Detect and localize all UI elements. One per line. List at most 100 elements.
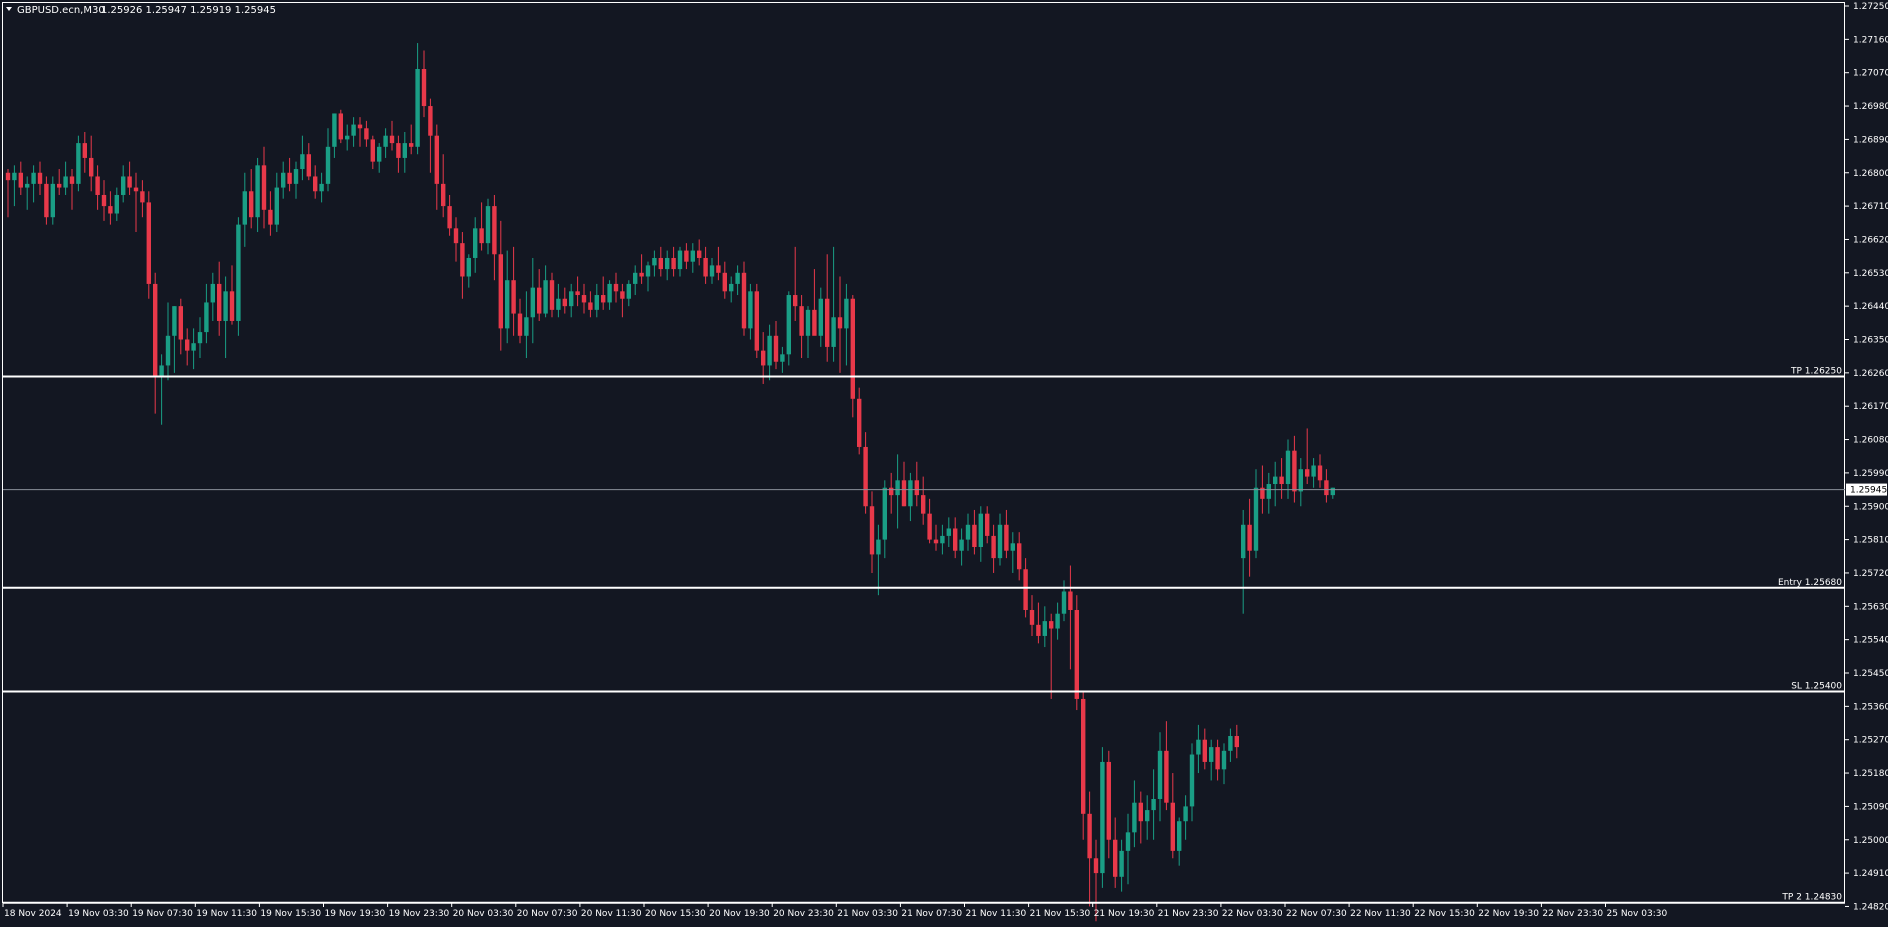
time-tick-label: 21 Nov 07:30	[901, 909, 962, 919]
candle	[901, 461, 907, 507]
candle-body	[18, 172, 23, 188]
candle-body	[709, 265, 715, 277]
candle-body	[434, 135, 439, 184]
candle-body	[197, 332, 203, 344]
candle	[620, 283, 625, 318]
candle	[1228, 728, 1233, 762]
candle	[997, 513, 1003, 566]
candle-body	[217, 283, 222, 321]
candle-body	[1151, 798, 1156, 811]
price-tick-label: 1.27070	[1853, 69, 1888, 79]
candle-body	[1004, 524, 1009, 551]
candle	[1093, 839, 1099, 922]
candle	[421, 50, 427, 118]
candle	[1055, 602, 1060, 640]
candle-body	[1202, 739, 1207, 762]
candle-body	[1170, 802, 1175, 851]
candle	[1215, 739, 1220, 781]
time-tick-label: 20 Nov 23:30	[773, 909, 834, 919]
candle	[12, 165, 17, 207]
candle	[895, 454, 900, 529]
candle-body	[1285, 450, 1291, 485]
candle-body	[773, 335, 779, 362]
candle	[479, 202, 484, 251]
candle-body	[498, 254, 503, 329]
candle-body	[626, 283, 631, 299]
candle	[293, 161, 299, 199]
time-tick-label: 20 Nov 11:30	[581, 909, 642, 919]
candle-body	[869, 506, 875, 555]
time-tick-label: 21 Nov 15:30	[1030, 909, 1091, 919]
candle	[1042, 606, 1047, 648]
candle	[300, 135, 305, 181]
candle-body	[741, 272, 747, 329]
candle	[146, 191, 151, 299]
candle	[882, 480, 887, 559]
candle-body	[882, 487, 887, 540]
price-tick-label: 1.24910	[1853, 869, 1888, 879]
candle	[1241, 509, 1246, 614]
candle-body	[1292, 450, 1297, 492]
candle-body	[1196, 739, 1201, 755]
price-tick-label: 1.25990	[1853, 469, 1888, 479]
candle-body	[946, 528, 951, 536]
candle	[1317, 454, 1323, 488]
candle	[933, 524, 939, 551]
candle	[1170, 773, 1175, 859]
candle	[127, 161, 132, 195]
candle	[1049, 613, 1054, 699]
price-tick-label: 1.24820	[1853, 902, 1888, 912]
candle-body	[1273, 476, 1278, 485]
candle	[978, 506, 983, 562]
candle	[761, 332, 766, 384]
candle	[537, 269, 542, 321]
candle-body	[677, 250, 683, 270]
candle-body	[44, 183, 49, 218]
price-axis[interactable]: 1.27250 1.27160 1.27070 1.26980 1.26890 1.268…	[1845, 2, 1888, 912]
candle-body	[978, 513, 983, 548]
candle-body	[831, 317, 836, 347]
candle-body	[748, 291, 753, 329]
candle	[313, 165, 318, 199]
candle	[793, 246, 798, 321]
candle	[850, 295, 855, 418]
candle	[197, 317, 203, 359]
price-tick-label: 1.25810	[1853, 536, 1888, 546]
candle	[261, 146, 267, 229]
candle-body	[1241, 524, 1246, 559]
candle-body	[1023, 569, 1028, 611]
candle-body	[332, 113, 337, 147]
price-tick-label: 1.26170	[1853, 402, 1888, 412]
candle	[677, 246, 683, 277]
candle	[665, 250, 670, 281]
candle	[153, 272, 158, 414]
candle	[1177, 817, 1182, 866]
candle	[338, 109, 343, 144]
candle	[1125, 813, 1131, 885]
candle	[601, 276, 606, 310]
candle-body	[850, 298, 855, 399]
candle	[1324, 469, 1329, 503]
candle-body	[1087, 813, 1092, 859]
candle-body	[1324, 480, 1329, 496]
candle-body	[281, 172, 286, 188]
candle	[626, 280, 631, 307]
time-axis[interactable]: 18 Nov 2024 19 Nov 03:30 19 Nov 07:30 19 No…	[2, 903, 1667, 919]
candle	[5, 169, 11, 218]
candle	[735, 265, 740, 296]
candle-body	[543, 280, 548, 314]
candle	[1253, 469, 1259, 559]
candle	[255, 157, 260, 233]
candle-body	[1221, 750, 1227, 770]
candle-body	[613, 283, 619, 292]
candle-body	[690, 250, 695, 262]
candle-body	[95, 176, 100, 195]
level-label: TP 2 1.24830	[1781, 893, 1842, 903]
candle	[581, 283, 587, 314]
candle	[517, 298, 523, 344]
triangle-down-icon[interactable]	[6, 7, 12, 11]
candle-body	[69, 176, 75, 184]
candle-body	[415, 68, 420, 147]
